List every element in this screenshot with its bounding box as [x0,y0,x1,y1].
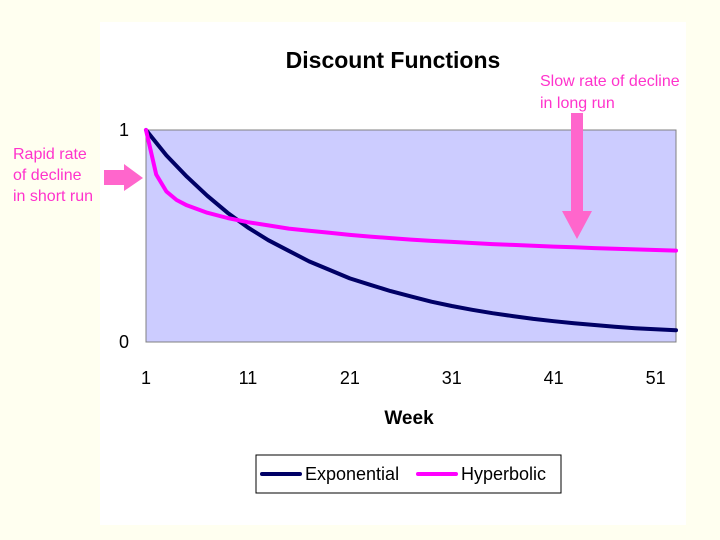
x-tick-label: 11 [239,368,258,388]
annotation-right-line-2: in long run [540,95,615,112]
annotation-left-line-3: in short run [13,188,93,205]
annotation-left-line-2: of decline [13,167,82,184]
legend-label-hyperbolic: Hyperbolic [461,464,546,484]
y-tick-label: 1 [119,120,129,140]
series-lines [144,128,678,333]
x-tick-label: 21 [340,368,360,388]
arrow-right-icon [104,164,143,191]
series-line-hyperbolic [144,128,678,253]
arrow-down-icon [562,113,592,239]
plot-area [145,129,677,343]
x-tick-label: 41 [544,368,564,388]
chart-title: Discount Functions [286,47,501,73]
y-tick-label: 0 [119,332,129,352]
annotation-right: Slow rate of decline in long run [540,73,680,239]
x-axis-label: Week [384,408,434,429]
x-tick-label: 51 [646,368,666,388]
annotation-left: Rapid rate of decline in short run [13,146,143,205]
legend: Exponential Hyperbolic [255,454,562,494]
legend-box [255,454,562,494]
annotation-right-line-1: Slow rate of decline [540,73,680,90]
x-tick-label: 1 [141,368,151,388]
annotation-left-line-1: Rapid rate [13,146,87,163]
legend-label-exponential: Exponential [305,464,399,484]
x-tick-label: 31 [442,368,462,388]
